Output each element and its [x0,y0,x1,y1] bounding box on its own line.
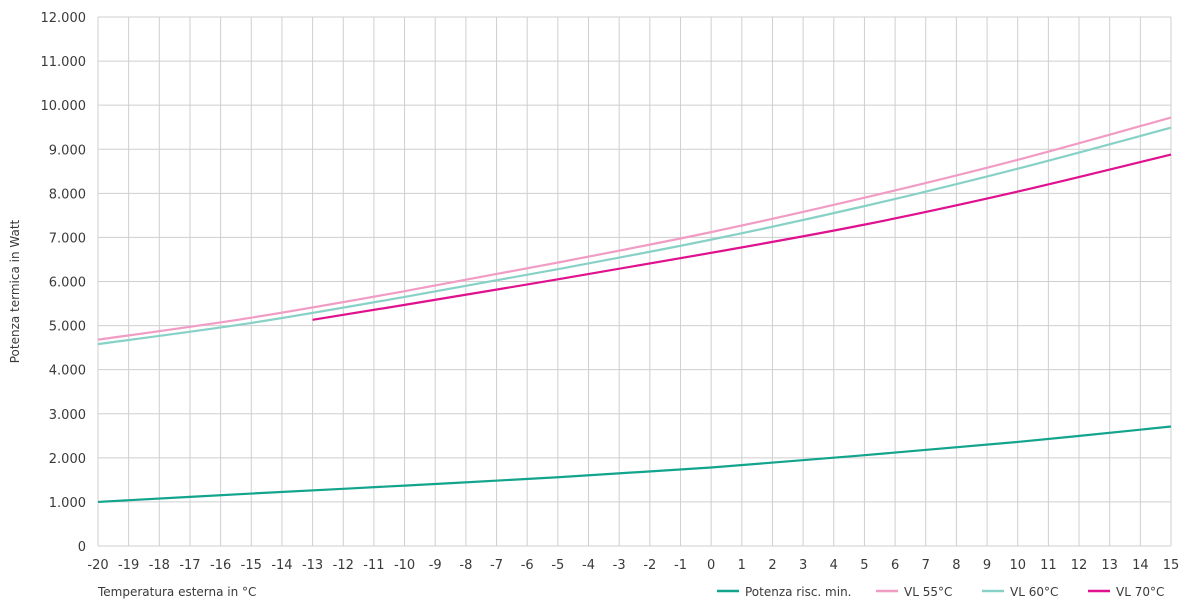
x-tick-label: -18 [149,558,170,573]
legend-label-potenza-risc-min: Potenza risc. min. [745,585,852,599]
y-tick-label: 11.000 [41,55,87,70]
x-tick-label: -3 [613,558,626,573]
x-tick-label: -9 [429,558,442,573]
y-tick-label: 12.000 [41,11,87,26]
x-tick-label: 13 [1101,558,1118,573]
series-lines [97,116,1172,504]
y-tick-label: 3.000 [49,408,86,423]
y-tick-label: 1.000 [49,496,86,511]
x-tick-label: -13 [302,558,323,573]
x-tick-label: -6 [521,558,534,573]
y-tick-labels: 0 1.000 2.000 3.000 4.000 5.000 6.000 7.000 8.00… [41,11,87,555]
x-tick-label: -10 [394,558,415,573]
x-tick-label: -16 [210,558,231,573]
x-tick-label: 12 [1071,558,1088,573]
x-axis-title: Temperatura esterna in °C [97,585,256,599]
x-tick-label: -5 [551,558,564,573]
legend-label-vl-55: VL 55°C [904,585,952,599]
x-tick-label: -20 [87,558,108,573]
x-tick-label: 4 [830,558,838,573]
series-line-vl-60 [97,126,1172,346]
legend-label-vl-70: VL 70°C [1116,585,1164,599]
x-tick-label: 7 [922,558,930,573]
x-tick-label: 3 [799,558,807,573]
grid [97,16,1172,547]
x-tick-label: -11 [363,558,384,573]
x-tick-label: -15 [241,558,262,573]
x-tick-label: -1 [674,558,687,573]
x-tick-label: -2 [643,558,656,573]
x-tick-label: 5 [860,558,868,573]
x-tick-label: -14 [271,558,292,573]
x-tick-label: -19 [118,558,139,573]
y-tick-label: 4.000 [49,364,86,379]
y-tick-label: 10.000 [41,99,87,114]
y-tick-label: 2.000 [49,452,86,467]
x-tick-label: -7 [490,558,503,573]
x-tick-label: 10 [1009,558,1026,573]
legend-label-vl-60: VL 60°C [1010,585,1058,599]
y-tick-label: 8.000 [49,187,86,202]
x-tick-label: -4 [582,558,595,573]
y-tick-label: 9.000 [49,143,86,158]
x-tick-label: 6 [891,558,899,573]
series-line-vl-70 [312,153,1172,321]
x-tick-label: 11 [1040,558,1057,573]
x-tick-label: 2 [768,558,776,573]
x-tick-label: 14 [1132,558,1149,573]
x-tick-label: 0 [707,558,715,573]
y-axis-title: Potenza termica in Watt [8,219,22,363]
y-tick-label: 7.000 [49,231,86,246]
y-tick-label: 0 [78,540,86,555]
series-line-potenza-risc-min [97,425,1172,504]
x-tick-labels: -20 -19 -18 -17 -16 -15 -14 -13 -12 -11 -10 -9 -8 -7-… [87,558,1179,573]
x-tick-label: -12 [333,558,354,573]
series-line-vl-55 [97,116,1172,341]
x-tick-label: -8 [459,558,472,573]
x-tick-label: 15 [1163,558,1180,573]
x-tick-label: 1 [738,558,746,573]
x-tick-label: 8 [952,558,960,573]
y-tick-label: 5.000 [49,320,86,335]
x-tick-label: 9 [983,558,991,573]
legend: Potenza risc. min. VL 55°C VL 60°C VL 70°C [717,585,1164,599]
x-tick-label: -17 [179,558,200,573]
y-tick-label: 6.000 [49,276,86,291]
